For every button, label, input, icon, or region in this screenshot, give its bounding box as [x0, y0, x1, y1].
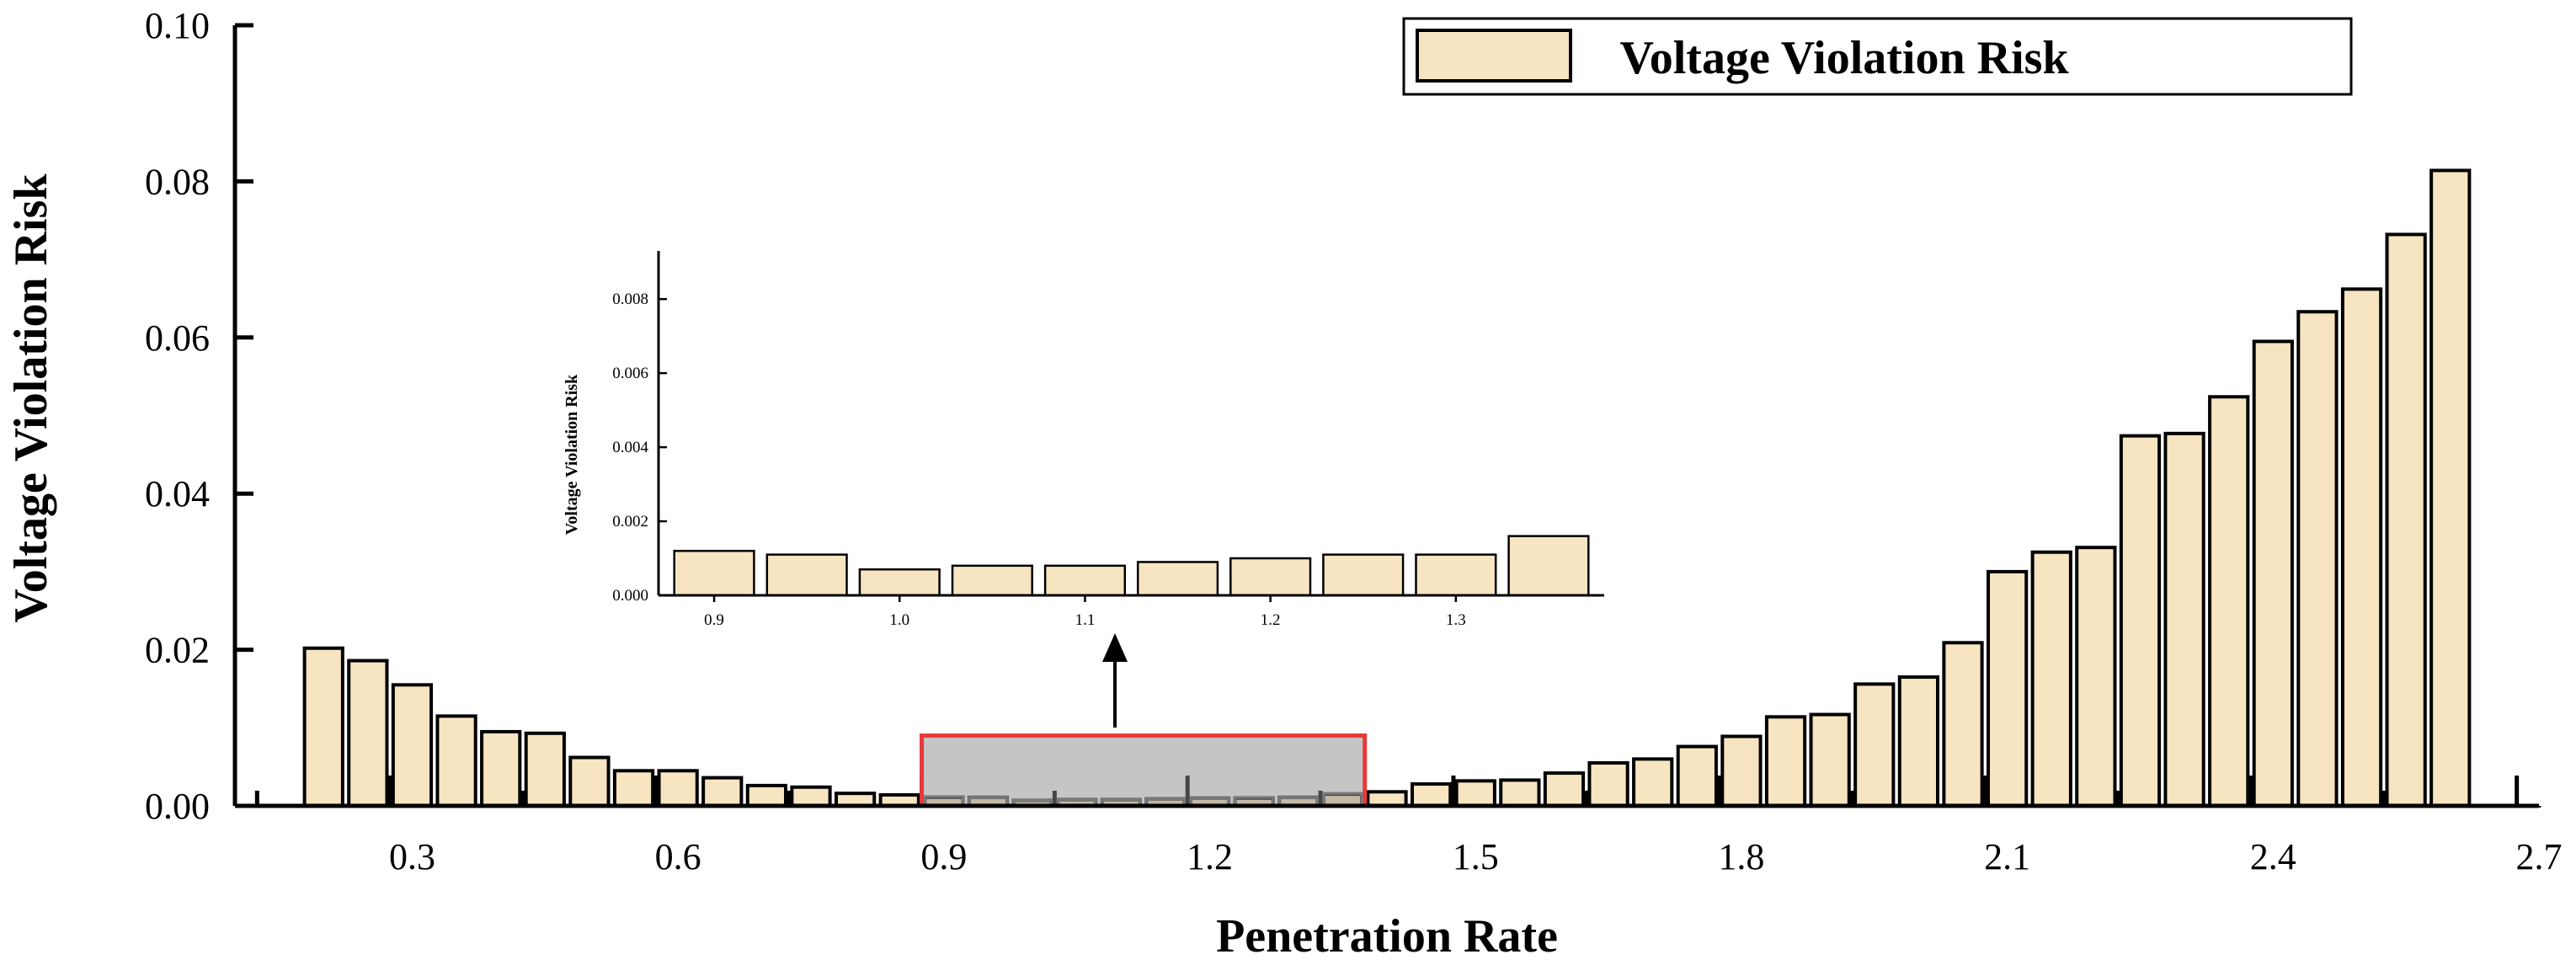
bar	[302, 646, 344, 808]
bar	[745, 783, 788, 808]
bar	[1897, 675, 1940, 808]
y-tick-label: 0.04	[145, 473, 210, 514]
inset-x-ticks: 0.9 1.0 1.1 1.2 1.3	[704, 595, 1466, 629]
inset-x-tick-label: 1.3	[1446, 611, 1466, 629]
inset-bar	[951, 564, 1033, 597]
bar	[1410, 782, 1453, 808]
bar	[524, 731, 566, 808]
bar	[1809, 712, 1851, 808]
bar	[2252, 339, 2294, 808]
bar	[790, 785, 832, 808]
inset-bars	[673, 535, 1590, 597]
inset-y-tick-label: 0.004	[612, 439, 648, 456]
bar	[657, 769, 699, 808]
bar	[1366, 790, 1408, 808]
bar	[1543, 771, 1586, 808]
bar	[701, 776, 744, 808]
bar	[2075, 546, 2117, 808]
legend-swatch	[1416, 29, 1572, 83]
bar	[480, 729, 522, 808]
inset-bar	[1415, 553, 1497, 597]
bar	[1720, 734, 1763, 808]
y-tick-label: 0.10	[145, 5, 210, 46]
inset-bar	[1507, 535, 1590, 597]
inset-bar	[1136, 561, 1219, 597]
y-tick-label: 0.02	[145, 630, 210, 671]
x-tick-label: 0.9	[920, 836, 967, 877]
x-tick-label: 0.3	[389, 836, 435, 877]
bar	[391, 683, 434, 808]
bar	[1632, 757, 1674, 808]
x-tick-label: 1.2	[1187, 836, 1233, 877]
y-tick-label: 0.06	[145, 317, 210, 359]
zoom-arrow-head	[1102, 633, 1128, 662]
inset-y-tick-label: 0.000	[612, 587, 648, 605]
inset-x-tick-label: 0.9	[704, 611, 724, 629]
inset-bar	[765, 553, 848, 597]
legend-label: Voltage Violation Risk	[1619, 32, 2069, 84]
main-bars	[302, 168, 2472, 808]
bar	[1764, 715, 1807, 808]
x-tick-label: 1.8	[1718, 836, 1764, 877]
bar	[568, 755, 611, 808]
x-tick-label: 2.4	[2250, 836, 2296, 877]
x-tick-label: 0.6	[655, 836, 701, 877]
bar	[1499, 778, 1541, 808]
x-tick-label: 2.7	[2516, 836, 2563, 877]
inset-bar	[1043, 564, 1127, 597]
inset-y-tick-label: 0.006	[612, 365, 648, 382]
bar	[2385, 232, 2427, 808]
bar	[612, 769, 655, 808]
y-axis-ticks: 0.00 0.02 0.04 0.06 0.08 0.10	[145, 5, 253, 827]
zoom-region-box	[920, 733, 1368, 808]
y-tick-label: 0.00	[145, 786, 210, 827]
bar	[1676, 744, 1718, 808]
x-tick-label: 2.1	[1984, 836, 2030, 877]
bar	[2208, 395, 2250, 808]
x-axis-ticks: 0.3 0.6 0.9 1.2 1.5 1.8 2.1 2.4 2.7	[389, 806, 2563, 877]
bar	[1942, 641, 1984, 808]
inset-x-tick-label: 1.0	[889, 611, 909, 629]
inset-bar	[858, 568, 941, 597]
bar	[2163, 431, 2205, 808]
bar	[2119, 434, 2162, 808]
bar	[1986, 569, 2029, 808]
bar	[2030, 550, 2072, 808]
bar	[2296, 310, 2339, 808]
bar	[1587, 761, 1629, 808]
y-axis-title: Voltage Violation Risk	[5, 173, 57, 623]
bar	[347, 658, 389, 808]
bar	[2429, 168, 2472, 808]
inset-x-tick-label: 1.1	[1075, 611, 1096, 629]
x-tick-label: 1.5	[1453, 836, 1499, 877]
inset-y-ticks: 0.000 0.002 0.004 0.006 0.008	[612, 291, 667, 605]
inset-y-tick-label: 0.002	[612, 513, 648, 530]
inset-bar	[1229, 557, 1312, 597]
inset-chart: 0.000 0.002 0.004 0.006 0.008 0.9 1.0 1.1 1.2 1.…	[563, 251, 1604, 629]
inset-x-tick-label: 1.2	[1261, 611, 1281, 629]
bar	[1853, 682, 1896, 808]
bar	[2340, 287, 2383, 808]
x-axis-title: Penetration Rate	[1216, 910, 1558, 962]
inset-y-tick-label: 0.008	[612, 291, 648, 308]
inset-bar	[673, 549, 755, 597]
legend: Voltage Violation Risk	[1402, 17, 2353, 96]
y-tick-label: 0.08	[145, 161, 210, 202]
bar	[1454, 779, 1496, 808]
inset-bar	[1322, 553, 1405, 597]
inset-y-axis-title: Voltage Violation Risk	[563, 374, 581, 535]
bar	[435, 714, 477, 808]
